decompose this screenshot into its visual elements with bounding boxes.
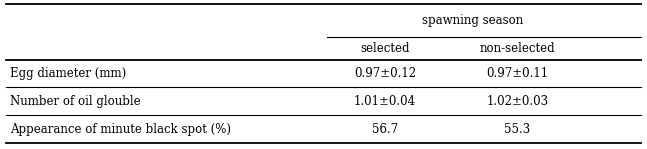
Text: 56.7: 56.7	[372, 123, 398, 136]
Text: 1.02±0.03: 1.02±0.03	[487, 95, 549, 108]
Text: spawning season: spawning season	[422, 14, 523, 27]
Text: 0.97±0.12: 0.97±0.12	[354, 67, 416, 80]
Text: Egg diameter (mm): Egg diameter (mm)	[10, 67, 126, 80]
Text: Appearance of minute black spot (%): Appearance of minute black spot (%)	[10, 123, 231, 136]
Text: selected: selected	[360, 42, 410, 55]
Text: 0.97±0.11: 0.97±0.11	[487, 67, 549, 80]
Text: non-selected: non-selected	[480, 42, 555, 55]
Text: Number of oil glouble: Number of oil glouble	[10, 95, 140, 108]
Text: 55.3: 55.3	[505, 123, 531, 136]
Text: 1.01±0.04: 1.01±0.04	[354, 95, 416, 108]
